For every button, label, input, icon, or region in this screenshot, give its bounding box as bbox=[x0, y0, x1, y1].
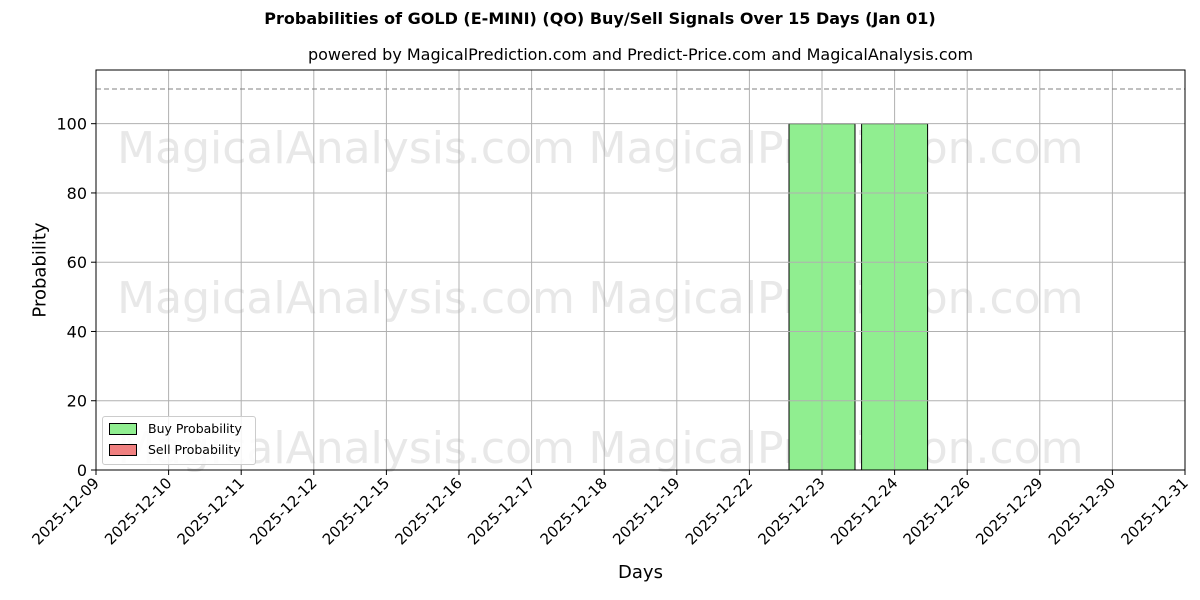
watermark: MagicalAnalysis.com bbox=[117, 123, 575, 174]
x-tick-label: 2025-12-22 bbox=[682, 474, 756, 548]
legend-buy-label: Buy Probability bbox=[148, 421, 242, 436]
x-tick-label: 2025-12-31 bbox=[1117, 474, 1191, 548]
legend: Buy Probability Sell Probability bbox=[102, 416, 256, 465]
x-tick-label: 2025-12-12 bbox=[246, 474, 320, 548]
legend-item-sell: Sell Probability bbox=[109, 442, 241, 457]
legend-item-buy: Buy Probability bbox=[109, 421, 242, 436]
x-tick-label: 2025-12-19 bbox=[609, 474, 683, 548]
y-tick-label: 100 bbox=[56, 115, 87, 134]
chart-title: Probabilities of GOLD (E-MINI) (QO) Buy/… bbox=[264, 9, 936, 28]
watermark: MagicalAnalysis.com bbox=[117, 273, 575, 324]
x-tick-label: 2025-12-29 bbox=[972, 474, 1046, 548]
axes-frame bbox=[95, 69, 1186, 471]
y-tick-label: 60 bbox=[67, 253, 87, 272]
x-tick-label: 2025-12-18 bbox=[537, 474, 611, 548]
x-tick-label: 2025-12-30 bbox=[1045, 474, 1119, 548]
x-tick-label: 2025-12-09 bbox=[28, 474, 102, 548]
x-axis-label: Days bbox=[618, 562, 663, 583]
y-tick-label: 80 bbox=[67, 184, 87, 203]
y-axis-label: Probability bbox=[29, 222, 51, 318]
x-tick-label: 2025-12-26 bbox=[900, 474, 974, 548]
y-tick-label: 40 bbox=[67, 322, 87, 341]
sell-swatch-icon bbox=[109, 443, 137, 456]
y-tick-label: 20 bbox=[67, 392, 87, 411]
x-tick-label: 2025-12-23 bbox=[754, 474, 828, 548]
x-tick-label: 2025-12-11 bbox=[174, 474, 248, 548]
x-tick-label: 2025-12-17 bbox=[464, 474, 538, 548]
buy-swatch-icon bbox=[109, 422, 137, 435]
y-tick-label: 0 bbox=[77, 461, 87, 480]
x-tick-label: 2025-12-15 bbox=[319, 474, 393, 548]
legend-sell-label: Sell Probability bbox=[148, 442, 241, 457]
x-tick-label: 2025-12-24 bbox=[827, 474, 901, 548]
chart-subtitle: powered by MagicalPrediction.com and Pre… bbox=[307, 45, 974, 64]
x-tick-label: 2025-12-10 bbox=[101, 474, 175, 548]
x-tick-label: 2025-12-16 bbox=[391, 474, 465, 548]
